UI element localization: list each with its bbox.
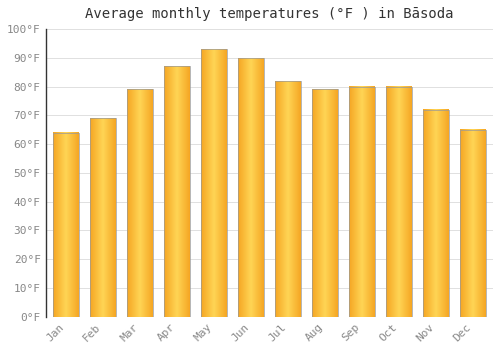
Bar	[460, 130, 485, 317]
Bar	[349, 86, 374, 317]
Bar	[90, 118, 116, 317]
Bar	[423, 110, 448, 317]
Bar	[164, 66, 190, 317]
Bar	[312, 90, 338, 317]
Bar	[127, 90, 153, 317]
Bar	[238, 58, 264, 317]
Title: Average monthly temperatures (°F ) in Bāsoda: Average monthly temperatures (°F ) in Bā…	[85, 7, 454, 21]
Bar	[53, 133, 79, 317]
Bar	[201, 49, 227, 317]
Bar	[386, 86, 411, 317]
Bar	[275, 81, 300, 317]
